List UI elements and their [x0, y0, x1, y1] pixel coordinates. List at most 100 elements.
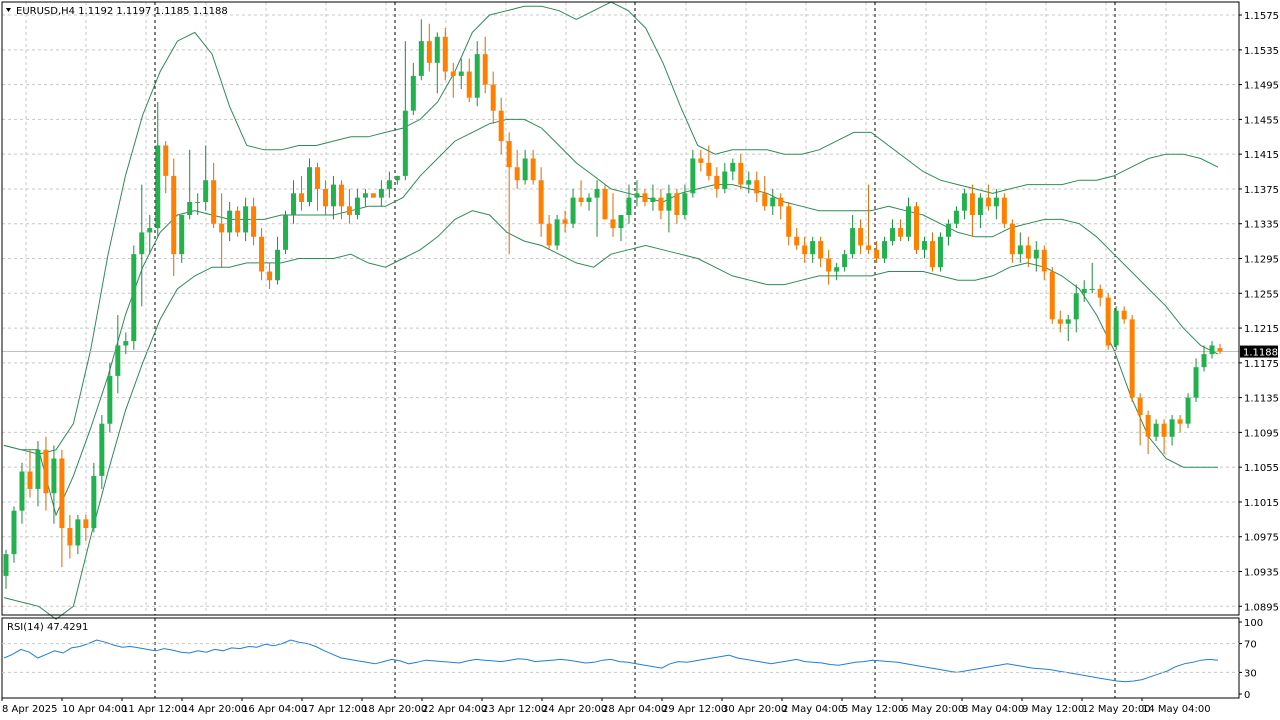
candle[interactable] [1137, 393, 1143, 446]
candle[interactable] [818, 236, 824, 268]
candle[interactable] [770, 188, 776, 216]
candle[interactable] [1177, 415, 1183, 433]
candle[interactable] [474, 41, 480, 107]
candle[interactable] [1017, 232, 1023, 263]
candle[interactable] [394, 175, 400, 185]
candle[interactable] [1185, 393, 1191, 429]
candle[interactable] [642, 188, 648, 207]
candle[interactable] [418, 19, 424, 81]
candle[interactable] [985, 184, 991, 211]
candle[interactable] [1041, 245, 1047, 281]
candle[interactable] [330, 175, 336, 220]
candle[interactable] [75, 515, 81, 555]
candle[interactable] [1033, 241, 1039, 272]
candle[interactable] [139, 184, 145, 307]
candle[interactable] [762, 175, 768, 211]
candle[interactable] [754, 171, 760, 202]
candle[interactable] [506, 132, 512, 255]
candle[interactable] [346, 188, 352, 224]
candle[interactable] [562, 210, 568, 233]
candle[interactable] [993, 188, 999, 220]
candle[interactable] [299, 175, 305, 211]
candle[interactable] [778, 193, 784, 220]
candle[interactable] [722, 162, 728, 194]
candle[interactable] [858, 219, 864, 255]
candle[interactable] [945, 219, 951, 246]
candle[interactable] [402, 41, 408, 181]
candle[interactable] [786, 201, 792, 246]
candle[interactable] [259, 228, 265, 281]
candle[interactable] [1089, 262, 1095, 294]
candle[interactable] [634, 180, 640, 207]
candle[interactable] [434, 32, 440, 94]
candle[interactable] [11, 506, 17, 563]
candle[interactable] [682, 184, 688, 220]
candle[interactable] [578, 180, 584, 207]
candle[interactable] [211, 162, 217, 229]
candle[interactable] [338, 180, 344, 220]
candle[interactable] [738, 154, 744, 189]
candle[interactable] [953, 206, 959, 229]
candle[interactable] [1049, 267, 1055, 324]
candle[interactable] [179, 215, 185, 263]
candle[interactable] [155, 101, 161, 237]
candle[interactable] [546, 215, 552, 250]
candle[interactable] [307, 158, 312, 207]
candle[interactable] [1065, 315, 1071, 342]
candle[interactable] [810, 236, 816, 263]
candle[interactable] [866, 184, 872, 255]
candle[interactable] [666, 184, 672, 233]
candle[interactable] [1201, 345, 1207, 372]
candle[interactable] [67, 515, 73, 559]
candle[interactable] [466, 58, 472, 102]
candle[interactable] [314, 162, 320, 211]
candle[interactable] [690, 149, 696, 198]
candle[interactable] [618, 215, 624, 242]
candle[interactable] [586, 193, 592, 211]
candle[interactable] [874, 241, 880, 263]
candle[interactable] [235, 206, 241, 237]
candle[interactable] [99, 415, 105, 489]
candle[interactable] [171, 158, 177, 276]
candle[interactable] [275, 236, 281, 285]
candle[interactable] [51, 445, 57, 524]
candle[interactable] [458, 58, 464, 89]
candle[interactable] [898, 219, 904, 242]
candle[interactable] [219, 193, 225, 268]
candle[interactable] [626, 184, 632, 224]
candle[interactable] [977, 193, 983, 229]
candle[interactable] [3, 549, 9, 589]
candle[interactable] [1025, 236, 1031, 268]
candle[interactable] [1057, 310, 1063, 333]
candle[interactable] [730, 158, 736, 181]
candle[interactable] [131, 245, 137, 350]
candle[interactable] [91, 462, 97, 533]
candle[interactable] [243, 197, 249, 242]
candle[interactable] [386, 171, 392, 198]
candle[interactable] [59, 449, 65, 568]
candle[interactable] [322, 180, 328, 216]
candle[interactable] [1009, 219, 1015, 263]
candle[interactable] [554, 215, 560, 250]
candle[interactable] [714, 167, 720, 198]
candle[interactable] [426, 23, 432, 72]
candle[interactable] [882, 236, 888, 263]
candle[interactable] [850, 215, 856, 259]
candle[interactable] [1161, 419, 1167, 455]
candle[interactable] [969, 184, 975, 237]
candle[interactable] [610, 193, 616, 237]
candle[interactable] [658, 188, 664, 220]
candle[interactable] [650, 184, 656, 211]
candle[interactable] [1081, 280, 1087, 302]
candle[interactable] [1073, 284, 1079, 333]
candle[interactable] [1129, 315, 1135, 402]
candle[interactable] [1169, 415, 1175, 446]
candle[interactable] [834, 262, 840, 281]
candle[interactable] [514, 149, 520, 189]
candle[interactable] [442, 28, 448, 81]
candle[interactable] [1001, 193, 1007, 229]
candle[interactable] [1121, 306, 1127, 324]
candle[interactable] [187, 149, 193, 220]
candle[interactable] [195, 193, 201, 216]
